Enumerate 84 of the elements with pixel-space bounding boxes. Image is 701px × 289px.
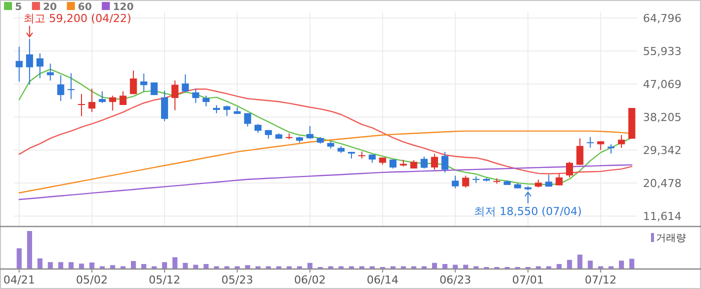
candlestick [420,156,428,169]
x-tick-label: 05/02 [76,274,108,286]
annotation: 최저 18,550 (07/04) [474,205,582,218]
candlestick [244,112,252,127]
bar [16,248,22,268]
x-tick-label: 06/23 [439,274,472,286]
y-tick-label: 11,614 [643,210,682,224]
candlestick [120,90,127,106]
x-tick-label: 05/12 [148,274,180,286]
candlestick [182,74,189,93]
candlestick [88,88,96,112]
candlestick [202,95,210,107]
candlestick [171,80,178,111]
bar [27,231,32,268]
legend-label: 5 [15,2,22,13]
candlestick [306,126,314,140]
candlestick [26,38,34,86]
bar [78,264,84,268]
y-tick-label: 38,205 [643,111,682,124]
candlestick [161,90,168,122]
bar [141,264,146,268]
line-series [18,68,632,186]
bar [172,257,178,268]
candlestick [608,144,615,154]
candlestick [78,94,85,117]
bar [37,258,42,268]
candlestick [566,161,574,178]
candlestick [46,63,54,81]
x-tick-label: 04/21 [3,274,36,286]
candlestick [618,134,625,148]
candlestick [109,95,116,112]
x-tick-label: 06/14 [366,274,398,286]
bar [307,262,312,268]
legend-label: 60 [78,2,92,13]
candlestick [16,46,23,82]
y-tick-label: 20,478 [643,177,682,190]
bar [89,262,94,268]
bar [162,262,168,268]
bar [68,262,74,268]
candlestick [223,105,230,116]
bar [245,265,250,268]
legend-label: 20 [42,2,57,13]
legend-label: 120 [112,2,134,13]
x-tick-label: 05/23 [221,274,254,286]
bar [48,262,53,268]
candlestick [98,90,106,104]
candlestick [36,52,44,79]
bar [110,265,116,268]
bar [618,260,624,268]
bar [452,264,458,268]
bar [556,264,562,268]
candlestick [192,88,200,104]
candlestick [441,151,448,173]
candlestick [556,173,563,186]
bar [567,260,572,268]
candlestick [576,138,584,166]
bar [58,262,64,268]
bar [442,264,448,268]
y-tick-label: 64,796 [643,12,682,25]
y-tick-label: 47,069 [643,78,682,92]
legend-label: 거래량 [656,233,686,244]
annotation: 최고 59,200 (04/22) [24,12,132,25]
bar [588,260,593,268]
candlestick [431,153,438,170]
candlestick [586,136,594,148]
bar [193,264,198,268]
bar [182,262,188,268]
bar [629,258,634,268]
bar [577,254,582,268]
x-tick-label: 06/02 [294,274,326,286]
bar [204,264,209,268]
y-tick-label: 29,342 [643,144,682,158]
x-tick-label: 07/12 [584,274,617,286]
candlestick [140,73,148,92]
x-tick-label: 07/01 [512,274,544,286]
bar [130,261,136,268]
candlestick [130,70,137,95]
candlestick [57,74,64,102]
bar [432,262,438,268]
candlestick [68,72,75,100]
candlestick [452,175,459,189]
candlestick [462,175,470,188]
bar [463,264,468,268]
y-tick-label: 55,933 [643,44,682,58]
